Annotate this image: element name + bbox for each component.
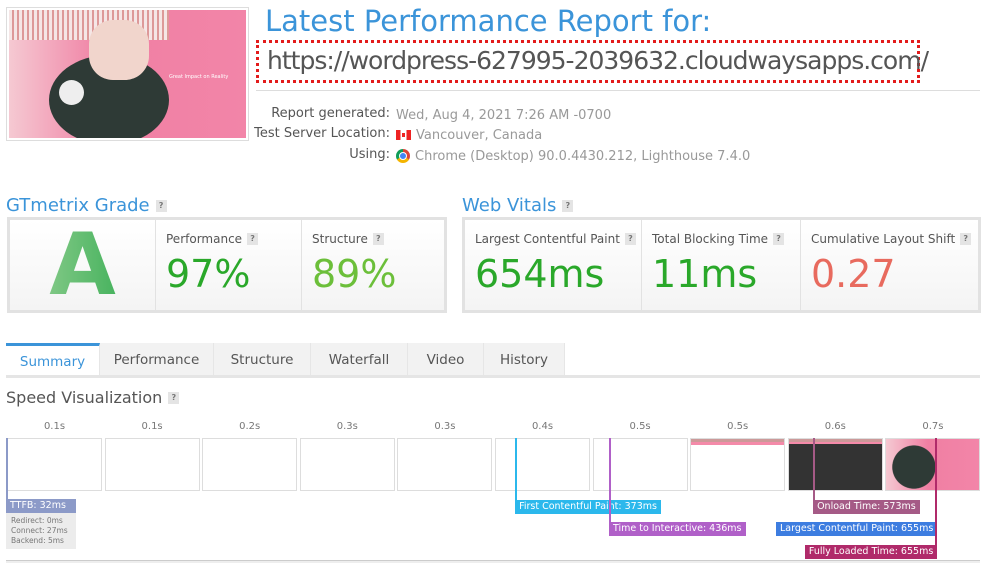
- info-using: Using: Chrome (Desktop) 90.0.4430.212, Li…: [150, 147, 910, 165]
- info-server-location: Test Server Location: Vancouver, Canada: [150, 126, 910, 144]
- info-label: Using:: [349, 147, 390, 162]
- filmstrip-frame[interactable]: [885, 438, 981, 491]
- timing-marker-label: Time to Interactive: 436ms: [608, 522, 746, 536]
- ttfb-connect: Connect: 27ms: [11, 526, 68, 535]
- ttfb-marker-label: TTFB: 32ms: [6, 499, 76, 513]
- performance-label: Performance: [166, 232, 243, 246]
- frame-time-label: 0.5s: [629, 421, 651, 432]
- page-screenshot-thumbnail: Great Impact on Reality: [6, 7, 249, 141]
- tab-history[interactable]: History: [484, 343, 565, 377]
- timing-marker-line: [608, 438, 611, 522]
- heading-text: Web Vitals: [462, 195, 557, 216]
- tbt-cell: Total Blocking Time? 11ms: [642, 220, 801, 310]
- frame-time-label: 0.1s: [141, 421, 163, 432]
- frame-time-label: 0.2s: [239, 421, 261, 432]
- tab-waterfall[interactable]: Waterfall: [311, 343, 408, 377]
- filmstrip-frame[interactable]: [690, 438, 786, 491]
- help-icon[interactable]: ?: [624, 233, 636, 245]
- filmstrip-frame[interactable]: [299, 438, 395, 491]
- horizontal-scrollbar[interactable]: [6, 560, 980, 563]
- structure-score: 89%: [312, 252, 397, 296]
- info-value: Chrome (Desktop) 90.0.4430.212, Lighthou…: [415, 148, 751, 164]
- lcp-value: 654ms: [475, 252, 605, 296]
- tab-summary[interactable]: Summary: [6, 343, 100, 377]
- ttfb-marker-line: [6, 438, 8, 500]
- gtmetrix-grade-heading: GTmetrix Grade?: [6, 195, 167, 216]
- help-icon[interactable]: ?: [372, 233, 384, 245]
- info-label: Test Server Location:: [254, 126, 390, 141]
- help-icon[interactable]: ?: [562, 199, 574, 212]
- web-vitals-box: Largest Contentful Paint? 654ms Total Blo…: [462, 217, 981, 313]
- info-value: Wed, Aug 4, 2021 7:26 AM -0700: [396, 107, 612, 123]
- chrome-icon: [396, 149, 410, 163]
- report-tabs: Summary Performance Structure Waterfall …: [6, 343, 565, 377]
- grade-cell: A: [10, 220, 156, 310]
- timing-marker-label: First Contentful Paint: 373ms: [515, 500, 661, 514]
- frame-time-label: 0.7s: [922, 421, 944, 432]
- filmstrip-frame[interactable]: [202, 438, 298, 491]
- frame-time-label: 0.5s: [727, 421, 749, 432]
- timing-marker-label: Onload Time: 573ms: [813, 500, 920, 514]
- frame-time-label: 0.3s: [434, 421, 456, 432]
- grade-box: A Performance? 97% Structure? 89%: [7, 217, 447, 313]
- divider: [256, 90, 980, 91]
- structure-cell: Structure? 89%: [302, 220, 444, 310]
- frame-time-label: 0.3s: [336, 421, 358, 432]
- filmstrip-frame[interactable]: [7, 438, 102, 491]
- help-icon[interactable]: ?: [168, 391, 180, 404]
- grade-letter: A: [10, 220, 155, 310]
- timing-marker-line: [813, 438, 816, 500]
- info-report-generated: Report generated: Wed, Aug 4, 2021 7:26 A…: [150, 106, 910, 124]
- timing-marker-line: [515, 438, 518, 500]
- report-url[interactable]: https://wordpress-627995-2039632.cloudwa…: [256, 40, 929, 83]
- performance-cell: Performance? 97%: [156, 220, 302, 310]
- tab-underline: [6, 375, 980, 378]
- help-icon[interactable]: ?: [960, 233, 972, 245]
- help-icon[interactable]: ?: [773, 233, 785, 245]
- filmstrip-frame[interactable]: [104, 438, 200, 491]
- ttfb-redirect: Redirect: 0ms: [11, 516, 63, 525]
- filmstrip-frame[interactable]: [495, 438, 590, 491]
- tab-structure[interactable]: Structure: [214, 343, 311, 377]
- structure-label: Structure: [312, 232, 368, 246]
- filmstrip-frame[interactable]: [592, 438, 688, 491]
- canada-flag-icon: [396, 130, 411, 140]
- tab-video[interactable]: Video: [408, 343, 484, 377]
- cls-cell: Cumulative Layout Shift? 0.27: [801, 220, 978, 310]
- lcp-cell: Largest Contentful Paint? 654ms: [465, 220, 642, 310]
- cls-value: 0.27: [811, 252, 896, 296]
- tbt-label: Total Blocking Time: [652, 232, 769, 246]
- web-vitals-heading: Web Vitals?: [462, 195, 574, 216]
- report-title: Latest Performance Report for:: [265, 4, 712, 38]
- timing-marker-label: Fully Loaded Time: 655ms: [804, 545, 938, 559]
- help-icon[interactable]: ?: [155, 199, 167, 212]
- filmstrip-frame[interactable]: [397, 438, 493, 491]
- ttfb-details: Redirect: 0ms Connect: 27ms Backend: 5ms: [6, 513, 76, 549]
- tab-performance[interactable]: Performance: [100, 343, 214, 377]
- speed-visualization-heading: Speed Visualization?: [6, 388, 180, 407]
- help-icon[interactable]: ?: [247, 233, 259, 245]
- performance-score: 97%: [166, 252, 251, 296]
- frame-time-label: 0.6s: [824, 421, 846, 432]
- heading-text: Speed Visualization: [6, 388, 163, 407]
- info-label: Report generated:: [271, 106, 390, 121]
- filmstrip-frame[interactable]: [787, 438, 883, 491]
- tbt-value: 11ms: [652, 252, 758, 296]
- frame-time-label: 0.1s: [43, 421, 66, 432]
- cls-label: Cumulative Layout Shift: [811, 232, 956, 246]
- heading-text: GTmetrix Grade: [6, 195, 150, 216]
- info-value: Vancouver, Canada: [416, 127, 543, 143]
- timing-marker-label: Largest Contentful Paint: 655ms: [775, 522, 938, 536]
- timing-marker-line: [935, 438, 938, 545]
- thumbnail-caption: Great Impact on Reality: [169, 74, 229, 80]
- ttfb-backend: Backend: 5ms: [11, 536, 64, 545]
- lcp-label: Largest Contentful Paint: [475, 232, 620, 246]
- frame-time-label: 0.4s: [531, 421, 554, 432]
